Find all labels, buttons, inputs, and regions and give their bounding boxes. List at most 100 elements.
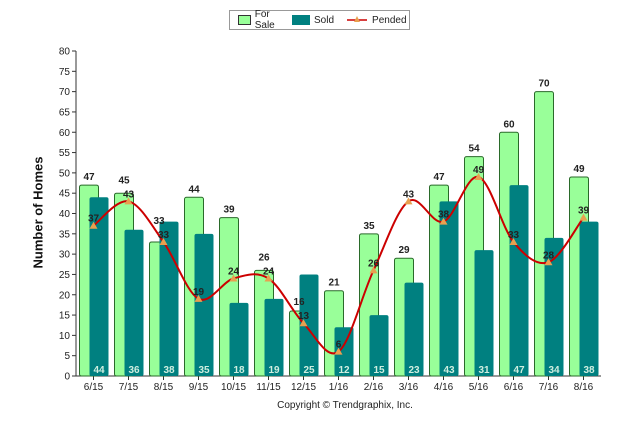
pended-line-icon — [347, 16, 368, 22]
pended-marker — [404, 197, 413, 205]
legend-item-sold: Sold — [292, 15, 334, 26]
pended-label: 28 — [543, 250, 555, 261]
pended-marker — [509, 237, 518, 245]
for-sale-label: 21 — [328, 278, 340, 289]
y-tick-label: 80 — [59, 47, 71, 58]
sold-label: 31 — [478, 365, 490, 376]
sold-bar — [369, 315, 389, 376]
for-sale-label: 26 — [258, 253, 270, 264]
x-tick-label: 2/16 — [364, 382, 384, 393]
pended-marker — [264, 274, 273, 282]
pended-marker — [159, 237, 168, 245]
y-tick-label: 65 — [59, 107, 71, 118]
legend-item-pended: Pended — [346, 14, 407, 26]
sold-label: 34 — [548, 365, 560, 376]
legend-label: Sold — [314, 14, 335, 26]
pended-label: 49 — [473, 165, 485, 176]
y-tick-label: 25 — [59, 270, 71, 281]
y-tick-label: 55 — [59, 148, 71, 159]
pended-label: 37 — [88, 214, 100, 225]
pended-label: 33 — [508, 230, 520, 241]
sold-label: 38 — [163, 365, 175, 376]
y-tick-label: 10 — [59, 331, 71, 342]
for-sale-label: 70 — [538, 79, 550, 90]
sold-bar — [334, 327, 354, 376]
sold-label: 18 — [233, 365, 245, 376]
y-tick-label: 70 — [59, 87, 71, 98]
pended-label: 43 — [123, 189, 135, 200]
pended-label: 24 — [263, 267, 275, 278]
y-tick-label: 45 — [59, 189, 71, 200]
x-tick-label: 1/16 — [329, 382, 349, 393]
sold-bar — [124, 229, 144, 376]
pended-label: 26 — [368, 258, 380, 269]
x-tick-label: 10/15 — [221, 382, 246, 393]
sold-label: 19 — [268, 365, 280, 376]
x-tick-label: 11/15 — [256, 382, 281, 393]
pended-marker — [579, 213, 588, 221]
pended-label: 43 — [403, 189, 415, 200]
sold-label: 35 — [198, 365, 210, 376]
sold-label: 43 — [443, 365, 455, 376]
y-axis-label: Number of Homes — [30, 156, 46, 269]
y-tick-label: 0 — [64, 372, 70, 383]
sold-swatch — [292, 15, 311, 25]
sold-label: 25 — [303, 365, 315, 376]
pended-label: 24 — [228, 267, 240, 278]
sold-bar — [264, 298, 284, 376]
pended-marker — [194, 294, 203, 302]
for-sale-label: 33 — [153, 216, 165, 227]
for-sale-label: 45 — [118, 175, 130, 186]
sold-label: 23 — [408, 365, 420, 376]
sold-bar — [299, 274, 319, 376]
sold-label: 44 — [93, 365, 105, 376]
pended-marker — [89, 221, 98, 229]
legend: For Sale Sold Pended — [229, 9, 410, 31]
sold-bar — [229, 302, 249, 376]
for-sale-label: 39 — [223, 205, 235, 216]
y-tick-label: 35 — [59, 229, 71, 240]
sold-bar — [194, 233, 214, 376]
sold-label: 38 — [583, 365, 595, 376]
pended-marker — [299, 319, 308, 327]
for-sale-label: 54 — [468, 144, 480, 155]
y-tick-label: 40 — [59, 209, 71, 220]
x-tick-label: 6/16 — [504, 382, 524, 393]
sold-bar — [474, 250, 494, 376]
sold-bar — [544, 237, 564, 376]
x-tick-label: 8/15 — [154, 382, 174, 393]
y-tick-label: 50 — [59, 168, 71, 179]
sold-bar — [89, 197, 109, 376]
pended-label: 38 — [438, 210, 450, 221]
sold-label: 47 — [513, 365, 525, 376]
for-sale-label: 49 — [573, 164, 585, 175]
legend-label: Pended — [372, 14, 407, 26]
y-tick-label: 30 — [59, 250, 71, 261]
pended-marker — [544, 258, 553, 266]
for-sale-label: 44 — [188, 184, 200, 195]
sold-label: 15 — [373, 365, 385, 376]
pended-label: 33 — [158, 230, 170, 241]
sold-bar — [579, 221, 599, 376]
x-tick-label: 8/16 — [574, 382, 594, 393]
x-tick-label: 6/15 — [84, 382, 104, 393]
for-sale-label: 29 — [398, 245, 410, 256]
pended-label: 19 — [193, 287, 205, 298]
copyright: Copyright © Trendgraphix, Inc. — [277, 400, 413, 411]
pended-marker — [439, 217, 448, 225]
x-tick-label: 5/16 — [469, 382, 489, 393]
x-tick-label: 7/16 — [539, 382, 559, 393]
legend-label: For Sale — [254, 9, 275, 31]
for-sale-label: 60 — [503, 119, 515, 130]
for-sale-label: 35 — [363, 221, 375, 232]
x-tick-label: 3/16 — [399, 382, 419, 393]
legend-item-for-sale: For Sale — [238, 9, 280, 31]
y-tick-label: 60 — [59, 128, 71, 139]
y-tick-label: 5 — [64, 351, 70, 362]
for-sale-swatch — [238, 15, 251, 25]
pended-label: 13 — [298, 311, 310, 322]
x-tick-label: 12/15 — [291, 382, 316, 393]
y-tick-label: 75 — [59, 67, 71, 78]
sold-label: 36 — [128, 365, 140, 376]
